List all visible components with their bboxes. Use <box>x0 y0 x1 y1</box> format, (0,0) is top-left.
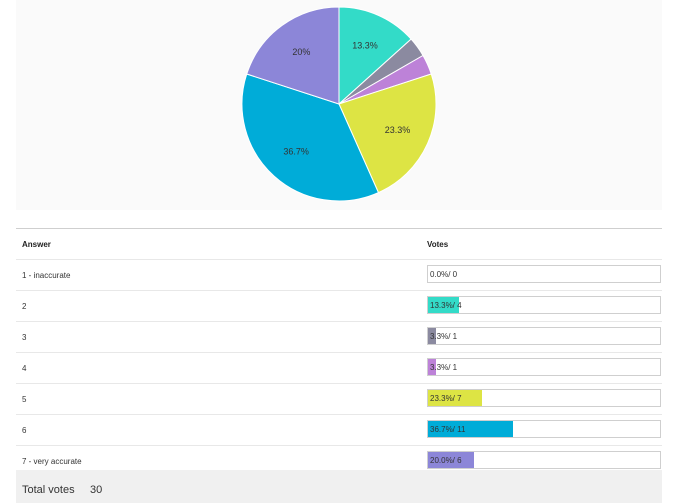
answer-label: 2 <box>22 302 27 311</box>
vote-bar: 3.3%/ 1 <box>427 358 661 376</box>
answer-column-header: Answer <box>22 240 51 249</box>
table-row: 2 13.3%/ 4 <box>16 291 662 322</box>
vote-bar: 13.3%/ 4 <box>427 296 661 314</box>
vote-bar-text: 13.3%/ 4 <box>430 301 462 310</box>
total-votes-label: Total votes <box>22 484 75 496</box>
vote-bar-text: 3.3%/ 1 <box>430 332 458 341</box>
answer-label: 6 <box>22 426 27 435</box>
table-row: 7 - very accurate 20.0%/ 6 <box>16 446 662 477</box>
vote-bar-fill <box>428 421 514 437</box>
pie-slice <box>246 6 340 105</box>
table-row: 3 3.3%/ 1 <box>16 322 662 353</box>
answer-label: 7 - very accurate <box>22 457 82 466</box>
vote-bar-text: 23.3%/ 7 <box>430 394 462 403</box>
pie-chart: 13.3% 23.3% 36.7% 20% <box>241 6 437 202</box>
table-header: Answer Votes <box>16 229 662 260</box>
vote-bar-fill <box>428 297 459 313</box>
answer-label: 5 <box>22 395 27 404</box>
table-row: 4 3.3%/ 1 <box>16 353 662 384</box>
vote-bar: 3.3%/ 1 <box>427 327 661 345</box>
answer-label: 4 <box>22 364 27 373</box>
votes-column-header: Votes <box>427 240 449 249</box>
pie-slice <box>338 6 412 106</box>
pie-slice-label: 36.7% <box>283 147 309 157</box>
vote-bar-text: 0.0%/ 0 <box>430 270 458 279</box>
total-votes-value: 30 <box>90 484 103 496</box>
pie-slice-label: 13.3% <box>352 41 378 51</box>
answer-label: 3 <box>22 333 27 342</box>
vote-bar-fill <box>428 328 436 344</box>
vote-bar-text: 36.7%/ 11 <box>430 425 466 434</box>
total-votes-bar: Total votes 30 <box>16 470 662 503</box>
pie-slice-label: 20% <box>292 47 310 57</box>
vote-bar-fill <box>428 359 436 375</box>
pie-slice <box>241 73 380 202</box>
pie-slice <box>338 73 437 194</box>
table-row: 6 36.7%/ 11 <box>16 415 662 446</box>
pie-slice-label: 23.3% <box>385 125 411 135</box>
table-row: 5 23.3%/ 7 <box>16 384 662 415</box>
vote-bar: 20.0%/ 6 <box>427 451 661 469</box>
vote-bar-text: 20.0%/ 6 <box>430 456 462 465</box>
vote-bar: 23.3%/ 7 <box>427 389 661 407</box>
table-row: 1 - inaccurate 0.0%/ 0 <box>16 260 662 291</box>
vote-bar-fill <box>428 452 475 468</box>
vote-bar: 0.0%/ 0 <box>427 265 661 283</box>
vote-bar-fill <box>428 390 483 406</box>
results-table: Answer Votes 1 - inaccurate 0.0%/ 0 2 13… <box>16 228 662 477</box>
vote-bar: 36.7%/ 11 <box>427 420 661 438</box>
answer-label: 1 - inaccurate <box>22 271 71 280</box>
vote-bar-text: 3.3%/ 1 <box>430 363 458 372</box>
pie-chart-area: 13.3% 23.3% 36.7% 20% <box>16 0 662 210</box>
